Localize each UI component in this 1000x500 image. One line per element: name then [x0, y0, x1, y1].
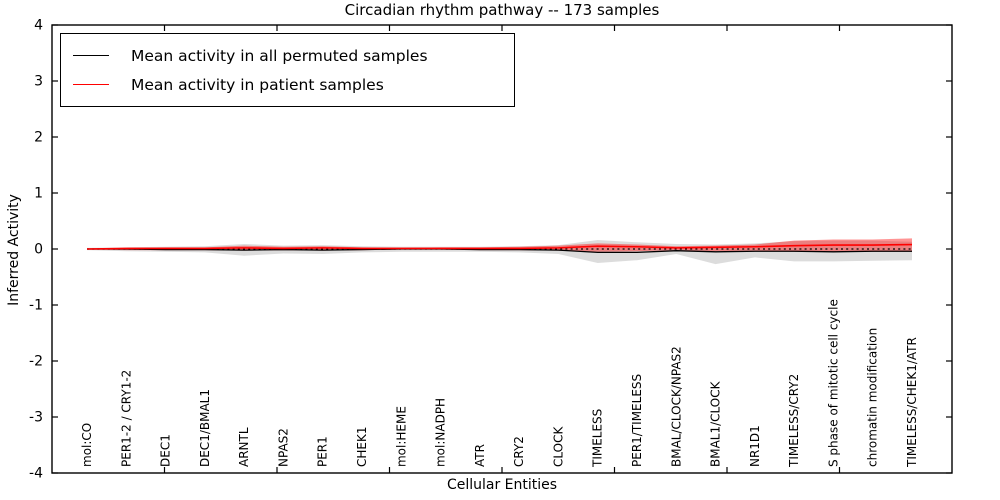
y-tick-label: -3 [29, 410, 43, 426]
y-tick-label: 0 [34, 242, 43, 258]
x-category-label: PER1/TIMELESS [630, 374, 644, 467]
x-category-label: PER1 [316, 436, 330, 467]
legend-entry-permuted: Mean activity in all permuted samples [73, 41, 502, 70]
permuted-std-band [87, 240, 912, 265]
chart-title: Circadian rhythm pathway -- 173 samples [344, 1, 660, 19]
x-category-label: ARNTL [237, 427, 251, 467]
x-category-label: ATR [473, 444, 487, 467]
y-axis-label: Inferred Activity [6, 194, 22, 306]
series-line-patient [86, 243, 913, 250]
x-category-label: S phase of mitotic cell cycle [826, 299, 840, 467]
legend-line-permuted [73, 55, 109, 56]
x-category-label: TIMELESS [591, 409, 605, 468]
y-tick-label: 1 [34, 186, 43, 202]
x-category-label: CRY2 [512, 436, 526, 467]
x-category-label: BMAL1/CLOCK [709, 380, 723, 467]
series-line-permuted [87, 248, 912, 254]
x-category-label: chromatin modification [866, 328, 880, 467]
x-category-label: PER1-2 / CRY1-2 [119, 370, 133, 467]
x-category-label: CHEK1 [355, 427, 369, 468]
legend-label-permuted: Mean activity in all permuted samples [131, 46, 428, 65]
x-axis-label: Cellular Entities [446, 477, 558, 493]
legend-entry-patient: Mean activity in patient samples [73, 70, 502, 99]
x-category-label: NR1D1 [748, 425, 762, 467]
x-category-label: TIMELESS/CHEK1/ATR [905, 337, 919, 468]
legend-box: Mean activity in all permuted samples Me… [60, 33, 515, 107]
x-category-label: TIMELESS/CRY2 [787, 374, 801, 468]
y-tick-label: -4 [29, 466, 43, 482]
y-tick-label: 3 [34, 74, 43, 90]
x-category-label: BMAL/CLOCK/NPAS2 [669, 346, 683, 467]
x-category-label: mol:CO [80, 423, 94, 467]
legend-line-patient [73, 84, 109, 85]
legend-label-patient: Mean activity in patient samples [131, 75, 384, 94]
x-category-label: mol:NADPH [434, 398, 448, 467]
x-category-label: CLOCK [551, 426, 565, 467]
x-category-label: mol:HEME [394, 406, 408, 467]
x-category-label: DEC1/BMAL1 [198, 389, 212, 467]
y-tick-label: 4 [34, 18, 43, 34]
x-category-label: DEC1 [159, 434, 173, 467]
y-tick-label: 2 [34, 130, 43, 146]
y-tick-label: -2 [29, 354, 43, 370]
y-tick-label: -1 [29, 298, 43, 314]
x-category-label: NPAS2 [276, 428, 290, 467]
